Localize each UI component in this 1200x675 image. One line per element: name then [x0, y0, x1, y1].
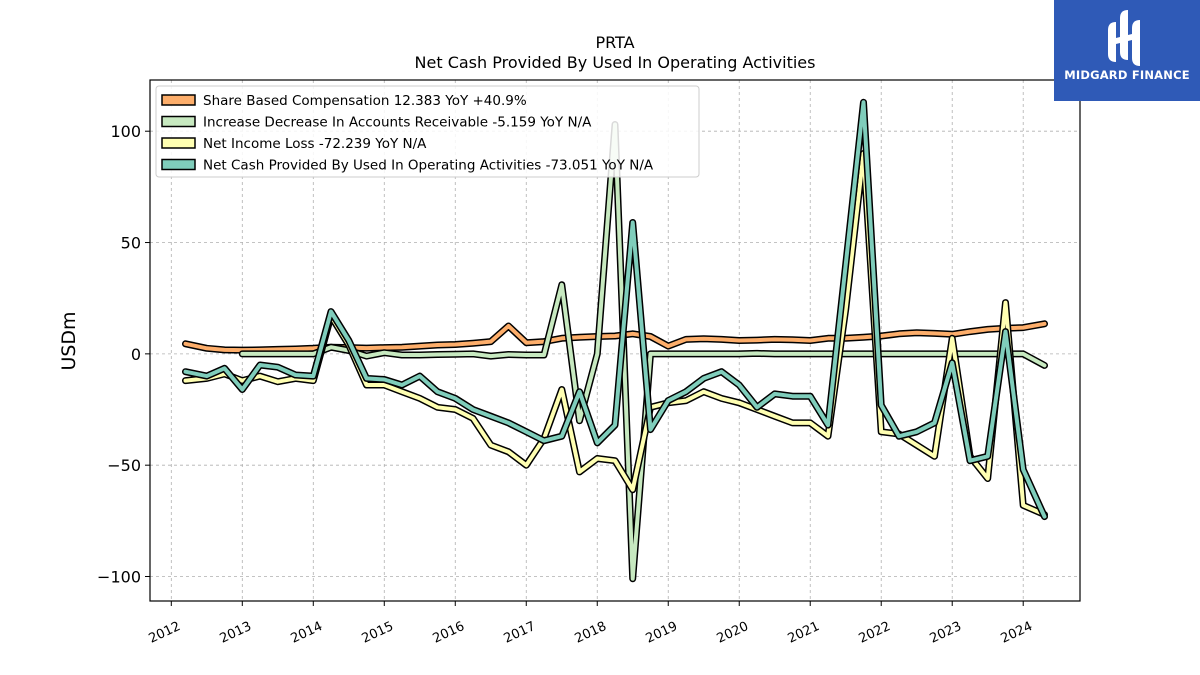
x-tick-label: 2021 [786, 619, 822, 647]
chart-subtitle: Net Cash Provided By Used In Operating A… [415, 53, 816, 72]
x-tick-label: 2023 [928, 619, 964, 647]
plot-frame [149, 79, 1081, 602]
legend-label-1: Increase Decrease In Accounts Receivable… [203, 115, 592, 131]
brand-logo: MIDGARD FINANCE [1054, 0, 1200, 101]
x-tick-label: 2016 [431, 619, 467, 647]
x-tick-label: 2024 [999, 619, 1035, 647]
series-layer [182, 98, 1048, 583]
chart-title: PRTA [595, 33, 634, 52]
legend-label-2: Net Income Loss -72.239 YoY N/A [203, 136, 427, 152]
legend-swatch-1 [161, 115, 196, 128]
y-axis-label: USDm [58, 311, 80, 370]
x-tick-label: 2019 [644, 619, 680, 647]
series-line-3 [183, 100, 1047, 519]
legend-label-0: Share Based Compensation 12.383 YoY +40.… [203, 93, 527, 109]
legend-swatch-0 [161, 94, 196, 106]
legend-swatch-2 [161, 137, 196, 149]
x-tick-label: 2015 [360, 619, 396, 647]
x-tick-label: 2012 [147, 619, 183, 647]
x-tick-label: 2022 [857, 619, 893, 647]
y-tick-label: 100 [110, 122, 141, 141]
legend: Share Based Compensation 12.383 YoY +40.… [155, 85, 700, 178]
legend-swatch-3 [161, 158, 196, 171]
series-line-1 [240, 122, 1047, 581]
legend-label-3: Net Cash Provided By Used In Operating A… [203, 158, 654, 174]
midgard-logo-icon [1108, 10, 1140, 66]
x-tick-label: 2018 [573, 619, 609, 647]
y-tick-label: 0 [131, 345, 141, 364]
x-tick-label: 2013 [218, 619, 254, 647]
y-tick-label: 50 [121, 234, 141, 253]
legend-frame [155, 85, 700, 178]
y-tick-label: −100 [97, 568, 141, 587]
x-tick-label: 2017 [502, 619, 538, 647]
brand-name: MIDGARD FINANCE [1064, 68, 1190, 82]
y-tick-label: −50 [107, 456, 141, 475]
x-tick-label: 2020 [715, 619, 751, 647]
x-tick-label: 2014 [289, 619, 325, 647]
